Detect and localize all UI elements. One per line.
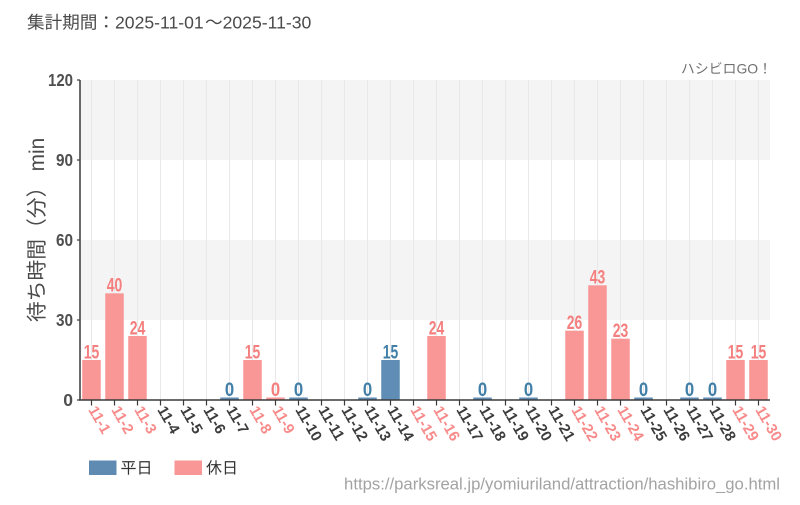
svg-text:90: 90 xyxy=(56,150,73,170)
svg-text:0: 0 xyxy=(478,380,487,401)
svg-text:0: 0 xyxy=(225,380,234,401)
svg-text:2025-11-30: 2025-11-30 xyxy=(223,13,312,33)
svg-text:60: 60 xyxy=(56,230,73,250)
svg-text:0: 0 xyxy=(63,390,73,410)
svg-text:15: 15 xyxy=(245,342,261,363)
svg-text:15: 15 xyxy=(383,342,399,363)
svg-text:0: 0 xyxy=(271,380,280,401)
svg-text:24: 24 xyxy=(130,318,146,339)
svg-text:0: 0 xyxy=(363,380,372,401)
svg-text:0: 0 xyxy=(294,380,303,401)
svg-text:15: 15 xyxy=(751,342,767,363)
svg-text:24: 24 xyxy=(429,318,445,339)
svg-text:15: 15 xyxy=(728,342,744,363)
svg-text:120: 120 xyxy=(48,70,73,90)
svg-text:GO: GO xyxy=(736,61,758,77)
svg-text:0: 0 xyxy=(708,380,717,401)
svg-text:30: 30 xyxy=(56,310,73,330)
svg-text:0: 0 xyxy=(685,380,694,401)
svg-text:0: 0 xyxy=(639,380,648,401)
svg-text:40: 40 xyxy=(107,276,123,297)
svg-text:43: 43 xyxy=(590,268,606,289)
svg-text:https://parksreal.jp/yomiurila: https://parksreal.jp/yomiuriland/attract… xyxy=(344,475,780,494)
svg-text:26: 26 xyxy=(567,313,583,334)
svg-text:15: 15 xyxy=(84,342,100,363)
svg-text:2025-11-01: 2025-11-01 xyxy=(115,13,204,33)
svg-text:min: min xyxy=(26,138,49,172)
svg-text:0: 0 xyxy=(524,380,533,401)
svg-text:23: 23 xyxy=(613,321,629,342)
